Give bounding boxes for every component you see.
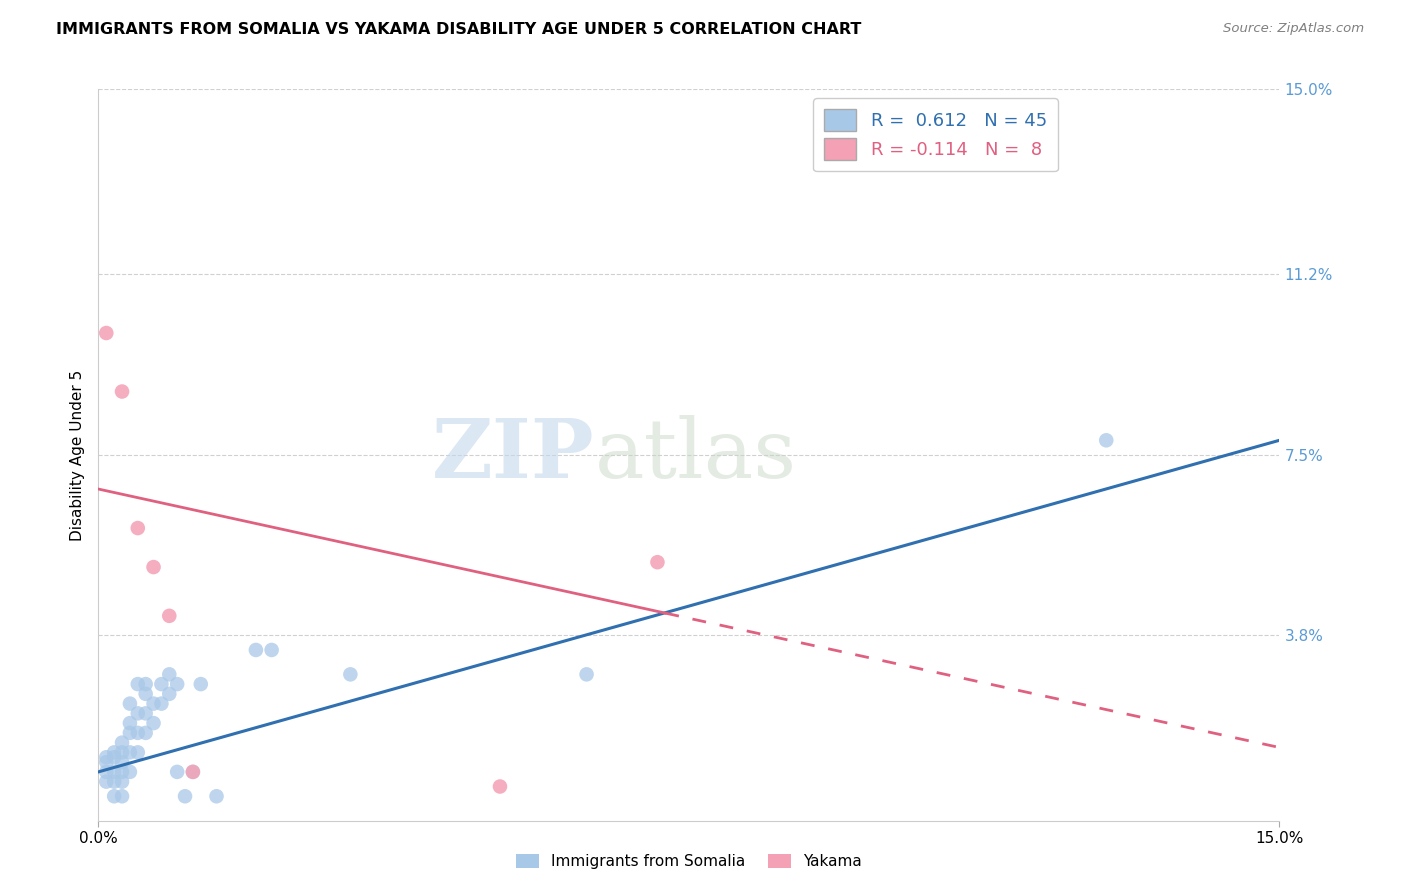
Text: ZIP: ZIP	[432, 415, 595, 495]
Point	[111, 384, 134, 399]
Point	[96, 764, 118, 779]
Point	[135, 726, 157, 740]
Point	[166, 677, 188, 691]
Point	[111, 755, 134, 769]
Point	[127, 521, 149, 535]
Point	[135, 687, 157, 701]
Point	[157, 667, 180, 681]
Text: IMMIGRANTS FROM SOMALIA VS YAKAMA DISABILITY AGE UNDER 5 CORRELATION CHART: IMMIGRANTS FROM SOMALIA VS YAKAMA DISABI…	[56, 22, 862, 37]
Point	[111, 736, 134, 750]
Text: atlas: atlas	[595, 415, 797, 495]
Point	[118, 764, 141, 779]
Point	[135, 706, 157, 721]
Point	[142, 560, 165, 574]
Point	[111, 764, 134, 779]
Point	[166, 764, 188, 779]
Point	[111, 745, 134, 759]
Point	[339, 667, 361, 681]
Point	[1095, 434, 1118, 448]
Legend: Immigrants from Somalia, Yakama: Immigrants from Somalia, Yakama	[510, 848, 868, 875]
Point	[575, 667, 598, 681]
Point	[489, 780, 512, 794]
Point	[181, 764, 204, 779]
Point	[118, 745, 141, 759]
Point	[111, 789, 134, 804]
Point	[103, 764, 125, 779]
Point	[103, 789, 125, 804]
Point	[96, 755, 118, 769]
Point	[127, 745, 149, 759]
Point	[96, 326, 118, 340]
Point	[174, 789, 197, 804]
Point	[96, 750, 118, 764]
Point	[142, 697, 165, 711]
Y-axis label: Disability Age Under 5: Disability Age Under 5	[69, 369, 84, 541]
Point	[190, 677, 212, 691]
Point	[135, 677, 157, 691]
Point	[127, 706, 149, 721]
Point	[103, 774, 125, 789]
Point	[150, 677, 173, 691]
Text: Source: ZipAtlas.com: Source: ZipAtlas.com	[1223, 22, 1364, 36]
Point	[118, 716, 141, 731]
Point	[205, 789, 228, 804]
Point	[647, 555, 669, 569]
Point	[157, 608, 180, 623]
Point	[103, 750, 125, 764]
Point	[111, 774, 134, 789]
Point	[245, 643, 267, 657]
Point	[127, 726, 149, 740]
Point	[150, 697, 173, 711]
Point	[157, 687, 180, 701]
Point	[96, 774, 118, 789]
Point	[142, 716, 165, 731]
Point	[127, 677, 149, 691]
Point	[118, 697, 141, 711]
Point	[103, 745, 125, 759]
Point	[260, 643, 283, 657]
Point	[181, 764, 204, 779]
Point	[118, 726, 141, 740]
